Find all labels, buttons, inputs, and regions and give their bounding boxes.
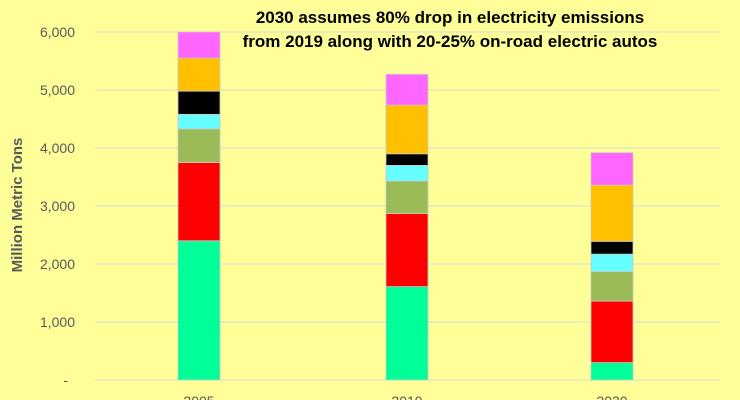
bar-segment [177, 90, 221, 115]
bar-segment [177, 162, 221, 242]
y-tick-label: 3,000 [40, 198, 75, 214]
bar-segment [590, 152, 634, 186]
bar-segment [590, 240, 634, 255]
bar-segment [177, 240, 221, 381]
bar-segment [385, 213, 429, 288]
bar-segment [385, 104, 429, 155]
bar-segment [385, 180, 429, 214]
bar-stack-2030 [590, 152, 634, 381]
x-tick-label: 2005 [183, 393, 214, 400]
x-axis-ticks: 2005 2019 2030 [183, 393, 627, 400]
bar-segment [385, 73, 429, 106]
y-tick-label: 2,000 [40, 256, 75, 272]
bar-segment [385, 286, 429, 381]
bar-segment [590, 362, 634, 381]
x-tick-label: 2019 [391, 393, 422, 400]
y-tick-label: 4,000 [40, 140, 75, 156]
bar-segment [590, 253, 634, 272]
y-axis-ticks: - 1,000 2,000 3,000 4,000 5,000 6,000 [40, 24, 75, 388]
bar-segment [177, 31, 221, 59]
bar-segment [177, 128, 221, 163]
y-axis-title: Million Metric Tons [9, 138, 26, 273]
bar-segment [590, 300, 634, 363]
y-tick-label: 5,000 [40, 82, 75, 98]
bar-segment [590, 184, 634, 242]
chart-title-line-1: 2030 assumes 80% drop in electricity emi… [256, 8, 644, 27]
y-tick-label: 1,000 [40, 314, 75, 330]
x-tick-label: 2030 [596, 393, 627, 400]
bar-segment [590, 271, 634, 302]
bar-stack-2005 [177, 31, 221, 381]
bar-segment [177, 113, 221, 130]
bar-segment [385, 164, 429, 182]
bar-segment [177, 57, 221, 92]
bars [177, 31, 634, 381]
bar-segment [385, 153, 429, 166]
y-tick-label: 6,000 [40, 24, 75, 40]
chart-title-line-2: from 2019 along with 20-25% on-road elec… [243, 32, 658, 51]
bar-stack-2019 [385, 73, 429, 381]
y-tick-label: - [63, 372, 68, 388]
